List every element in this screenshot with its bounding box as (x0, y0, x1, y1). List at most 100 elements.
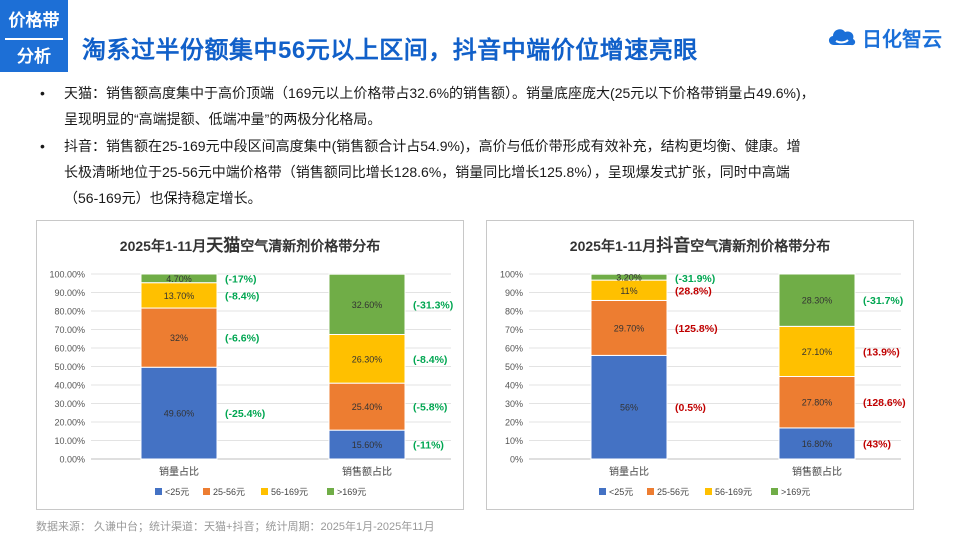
bar-segment (778, 325, 856, 377)
insight-list: • 天猫：销售额高度集中于高价顶端（169元以上价格带占32.6%的销售额）。销… (40, 80, 920, 212)
list-item: • 天猫：销售额高度集中于高价顶端（169元以上价格带占32.6%的销售额）。销… (40, 80, 920, 132)
legend-label: 25-56元 (657, 487, 689, 497)
bullet-dot-icon: • (40, 138, 45, 154)
data-label: 49.60% (164, 409, 195, 419)
bullet-line: 呈现明显的“高端提额、低端冲量”的两极分化格局。 (64, 111, 382, 127)
y-tick-label: 90% (505, 288, 523, 298)
growth-label: (-31.7%) (863, 295, 903, 307)
y-tick-label: 30% (505, 399, 523, 409)
y-tick-label: 20% (505, 418, 523, 428)
y-tick-label: 30.00% (54, 399, 85, 409)
bullet-line: 抖音：销售额在25-169元中段区间高度集中(销售额合计占54.9%)，高价与低… (64, 138, 801, 154)
y-tick-label: 50.00% (54, 362, 85, 372)
y-tick-label: 0% (510, 455, 523, 465)
y-tick-label: 50% (505, 362, 523, 372)
cloud-logo-icon (828, 29, 856, 46)
bar-segment (328, 333, 406, 384)
data-label: 11% (620, 286, 637, 296)
y-tick-label: 90.00% (54, 288, 85, 298)
growth-label: (-25.4%) (225, 408, 265, 420)
growth-label: (-31.3%) (413, 299, 453, 311)
legend-swatch (771, 488, 778, 495)
legend-swatch (261, 488, 268, 495)
bar-segment (778, 427, 856, 460)
growth-label: (28.8%) (675, 285, 712, 297)
data-label: 13.70% (164, 291, 195, 301)
growth-label: (-8.4%) (225, 290, 259, 302)
chart-title-prefix: 2025年1-11月 (570, 238, 656, 254)
legend-label: >169元 (337, 487, 366, 497)
chart-title: 2025年1-11月天猫空气清新剂价格带分布 (120, 235, 380, 255)
bullet-line: （56-169元）也保持稳定增长。 (64, 190, 262, 206)
bullet-line: 天猫：销售额高度集中于高价顶端（169元以上价格带占32.6%的销售额）。销量底… (64, 85, 815, 101)
growth-label: (-6.6%) (225, 333, 259, 345)
douyin-chart-panel: 2025年1-11月抖音空气清新剂价格带分布 0% 10% 20% 30% 40% 50% 6… (486, 220, 914, 510)
growth-label: (-31.9%) (675, 273, 715, 285)
douyin-price-band-chart: 2025年1-11月抖音空气清新剂价格带分布 0% 10% 20% 30% 40% 50% 6… (500, 235, 906, 497)
data-label: 32% (170, 333, 188, 343)
tmall-price-band-chart: 2025年1-11月天猫空气清新剂价格带分布 0.00% 10.00% 20.00% 3… (49, 235, 453, 497)
x-category-label: 销售额占比 (342, 465, 392, 478)
list-item: • 抖音：销售额在25-169元中段区间高度集中(销售额合计占54.9%)，高价… (40, 133, 920, 211)
y-tick-label: 100.00% (49, 270, 85, 280)
legend-swatch (705, 488, 712, 495)
section-tag-line2: 分析 (17, 47, 51, 66)
bar-segment (328, 273, 406, 335)
legend-swatch (203, 488, 210, 495)
bar-segment (778, 375, 856, 429)
y-tick-label: 0.00% (59, 455, 85, 465)
y-tick-label: 70.00% (54, 325, 85, 335)
chart-title-brand: 天猫 (206, 235, 240, 255)
legend-swatch (599, 488, 606, 495)
growth-label: (43%) (863, 438, 891, 450)
data-label: 26.30% (352, 354, 383, 364)
bar-segment (140, 366, 218, 460)
legend-label: 56-169元 (715, 487, 752, 497)
chart-title: 2025年1-11月抖音空气清新剂价格带分布 (570, 235, 830, 255)
legend-label: 56-169元 (271, 487, 308, 497)
data-label: 29.70% (614, 323, 645, 333)
section-tag-divider (5, 38, 63, 40)
y-tick-label: 40% (505, 381, 523, 391)
brand-logo: 日化智云 (826, 22, 946, 52)
x-category-label: 销量占比 (609, 465, 649, 478)
bar-segment (140, 273, 218, 284)
data-label: 3.20% (616, 273, 642, 283)
chart-title-suffix: 空气清新剂价格带分布 (240, 238, 380, 254)
growth-label: (-11%) (413, 440, 444, 452)
data-label: 28.30% (802, 296, 833, 306)
data-label: 15.60% (352, 440, 383, 450)
y-tick-label: 10% (505, 436, 523, 446)
growth-label: (-5.8%) (413, 402, 447, 414)
section-tag: 价格带 分析 (0, 0, 68, 72)
data-label: 32.60% (352, 300, 383, 310)
growth-label: (125.8%) (675, 323, 718, 335)
bullet-line: 长极清晰地位于25-56元中端价格带（销售额同比增长128.6%，销量同比增长1… (64, 164, 790, 180)
y-tick-label: 40.00% (54, 381, 85, 391)
data-label: 16.80% (802, 439, 833, 449)
growth-label: (-17%) (225, 273, 257, 285)
y-tick-label: 80% (505, 307, 523, 317)
y-tick-label: 70% (505, 325, 523, 335)
data-label: 27.10% (802, 347, 833, 357)
bar-segment (328, 382, 406, 431)
data-label: 25.40% (352, 402, 383, 412)
legend-label: >169元 (781, 487, 810, 497)
bar-segment (778, 273, 856, 327)
growth-label: (13.9%) (863, 346, 900, 358)
legend-label: 25-56元 (213, 487, 245, 497)
y-tick-label: 60.00% (54, 344, 85, 354)
chart-title-brand: 抖音 (656, 235, 690, 255)
y-tick-label: 10.00% (54, 436, 85, 446)
y-tick-label: 80.00% (54, 307, 85, 317)
y-tick-label: 60% (505, 344, 523, 354)
chart-title-suffix: 空气清新剂价格带分布 (690, 238, 830, 254)
y-tick-label: 20.00% (54, 418, 85, 428)
data-label: 4.70% (166, 274, 192, 284)
bullet-dot-icon: • (40, 85, 45, 101)
data-label: 56% (620, 403, 638, 413)
section-tag-line1: 价格带 (8, 11, 60, 30)
bar-segment (590, 273, 668, 281)
x-category-label: 销量占比 (159, 465, 199, 478)
chart-title-prefix: 2025年1-11月 (120, 238, 206, 254)
